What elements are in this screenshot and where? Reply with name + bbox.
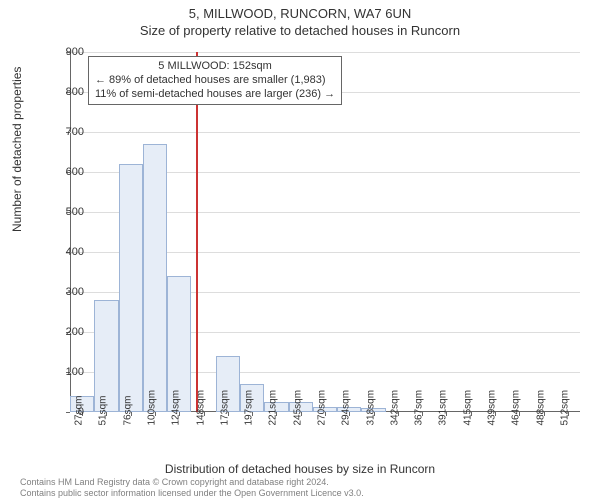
y-tick-label: 800 xyxy=(44,86,84,98)
chart-container: 5, MILLWOOD, RUNCORN, WA7 6UN Size of pr… xyxy=(0,0,600,500)
y-tick-label: 900 xyxy=(44,46,84,58)
grid-line xyxy=(70,52,580,53)
y-tick-label: 400 xyxy=(44,246,84,258)
y-axis-line xyxy=(70,52,71,412)
grid-line xyxy=(70,132,580,133)
y-tick-label: 100 xyxy=(44,366,84,378)
y-tick-label: 300 xyxy=(44,286,84,298)
histogram-bar xyxy=(119,164,143,412)
chart-subtitle: Size of property relative to detached ho… xyxy=(0,21,600,38)
annotation-line: 11% of semi-detached houses are larger (… xyxy=(95,88,335,102)
chart-title: 5, MILLWOOD, RUNCORN, WA7 6UN xyxy=(0,0,600,21)
histogram-bar xyxy=(143,144,167,412)
y-tick-label: 200 xyxy=(44,326,84,338)
annotation-box: 5 MILLWOOD: 152sqm← 89% of detached hous… xyxy=(88,56,342,105)
footer-line-1: Contains HM Land Registry data © Crown c… xyxy=(20,477,364,487)
y-axis-label: Number of detached properties xyxy=(10,67,24,232)
annotation-line: ← 89% of detached houses are smaller (1,… xyxy=(95,74,335,88)
x-axis-label: Distribution of detached houses by size … xyxy=(0,462,600,476)
footer-line-2: Contains public sector information licen… xyxy=(20,488,364,498)
footer-attribution: Contains HM Land Registry data © Crown c… xyxy=(20,477,364,498)
reference-line xyxy=(196,52,198,412)
y-tick-label: 700 xyxy=(44,126,84,138)
y-tick-label: 600 xyxy=(44,166,84,178)
plot-area xyxy=(70,52,580,412)
y-tick-label: 500 xyxy=(44,206,84,218)
annotation-line: 5 MILLWOOD: 152sqm xyxy=(95,60,335,74)
